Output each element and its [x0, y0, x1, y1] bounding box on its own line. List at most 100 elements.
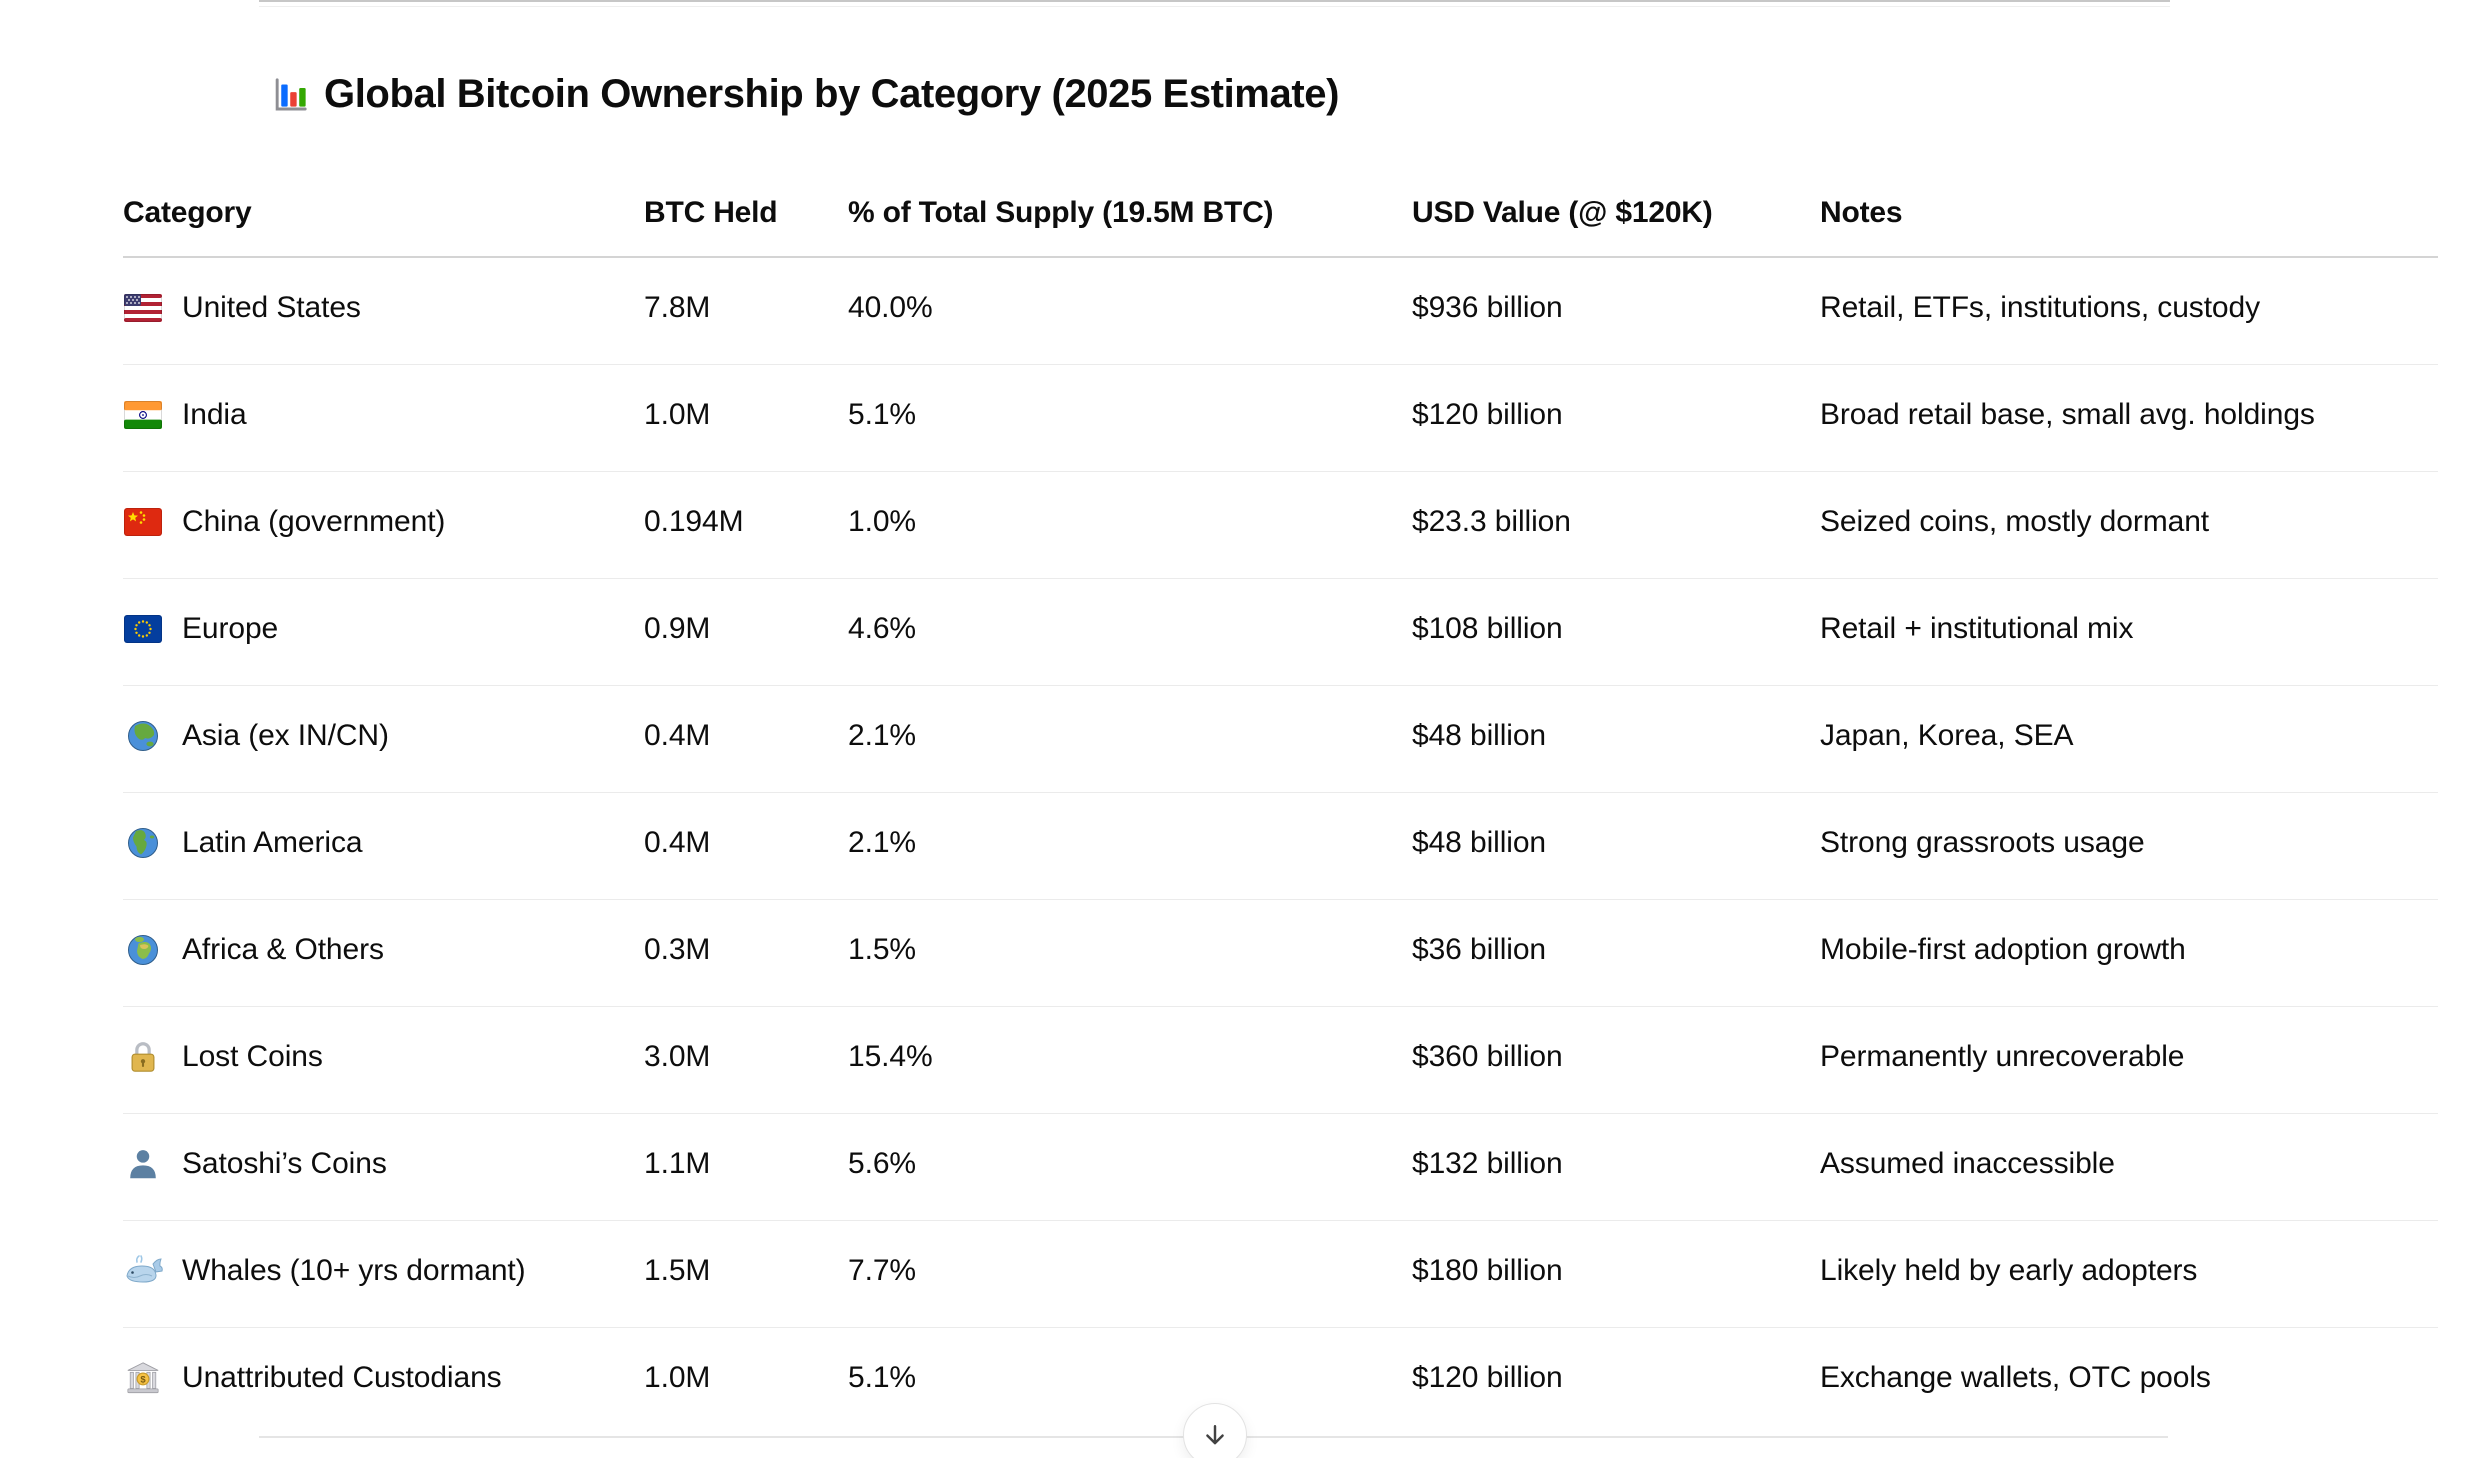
category-cell: Latin America	[123, 792, 644, 900]
table-row: Latin America 0.4M 2.1% $48 billion Stro…	[123, 792, 2438, 900]
page-title: Global Bitcoin Ownership by Category (20…	[269, 72, 1339, 117]
btc-held-cell: 3.0M	[644, 1006, 848, 1114]
table-row: Whales (10+ yrs dormant) 1.5M 7.7% $180 …	[123, 1220, 2438, 1328]
usd-value-cell: $48 billion	[1412, 685, 1820, 793]
table-row: $ Unattributed Custodians 1.0M 5.1% $120…	[123, 1328, 2438, 1435]
pct-supply-cell: 7.7%	[848, 1220, 1412, 1328]
china-flag-icon	[123, 504, 163, 540]
category-label: Africa & Others	[182, 933, 384, 966]
category-cell: Africa & Others	[123, 899, 644, 1007]
category-label: India	[182, 398, 247, 431]
btc-held-cell: 0.194M	[644, 471, 848, 579]
globe-asia-icon	[123, 718, 163, 754]
notes-cell: Retail + institutional mix	[1820, 578, 2438, 686]
globe-africa-icon	[123, 932, 163, 968]
category-cell: Lost Coins	[123, 1006, 644, 1114]
category-cell: Europe	[123, 578, 644, 686]
usd-value-cell: $120 billion	[1412, 1361, 1563, 1394]
svg-text:$: $	[140, 1374, 146, 1385]
usd-value-cell: $23.3 billion	[1412, 471, 1820, 579]
category-label: Satoshi’s Coins	[182, 1147, 387, 1180]
category-label: Asia (ex IN/CN)	[182, 719, 389, 752]
table-row: Europe 0.9M 4.6% $108 billion Retail + i…	[123, 578, 2438, 686]
column-header-btc-held: BTC Held	[644, 170, 848, 258]
column-header-notes: Notes	[1820, 170, 2438, 258]
usd-value-cell: $360 billion	[1412, 1006, 1820, 1114]
category-cell: $ Unattributed Custodians	[123, 1328, 644, 1435]
category-label: Europe	[182, 612, 279, 645]
pct-supply-cell: 5.6%	[848, 1113, 1412, 1221]
notes-cell: Permanently unrecoverable	[1820, 1006, 2438, 1114]
category-cell: United States	[123, 257, 644, 365]
btc-held-cell: 0.9M	[644, 578, 848, 686]
btc-held-cell: 0.4M	[644, 685, 848, 793]
category-label: Unattributed Custodians	[182, 1361, 502, 1394]
category-cell: Whales (10+ yrs dormant)	[123, 1220, 644, 1328]
usd-value-cell: $108 billion	[1412, 578, 1820, 686]
eu-flag-icon	[123, 611, 163, 647]
arrow-down-icon	[1201, 1421, 1229, 1449]
india-flag-icon	[123, 397, 163, 433]
notes-cell: Exchange wallets, OTC pools	[1820, 1361, 2211, 1394]
usd-value-cell: $120 billion	[1412, 364, 1820, 472]
pct-supply-cell: 40.0%	[848, 257, 1412, 365]
category-cell: Asia (ex IN/CN)	[123, 685, 644, 793]
table-row: Lost Coins 3.0M 15.4% $360 billion Perma…	[123, 1006, 2438, 1114]
table-header-row: Category BTC Held % of Total Supply (19.…	[123, 170, 2438, 258]
usd-value-cell: $36 billion	[1412, 899, 1820, 1007]
lock-icon	[123, 1039, 163, 1075]
category-cell: China (government)	[123, 471, 644, 579]
category-label: Whales (10+ yrs dormant)	[182, 1254, 526, 1287]
page-title-text: Global Bitcoin Ownership by Category (20…	[324, 72, 1340, 116]
pct-supply-cell: 5.1%	[848, 1361, 916, 1394]
btc-held-cell: 1.0M	[644, 364, 848, 472]
table-row: United States 7.8M 40.0% $936 billion Re…	[123, 257, 2438, 365]
category-label: China (government)	[182, 505, 446, 538]
whale-icon	[123, 1253, 163, 1289]
pct-supply-cell: 2.1%	[848, 792, 1412, 900]
btc-held-cell: 0.3M	[644, 899, 848, 1007]
pct-supply-cell: 5.1%	[848, 364, 1412, 472]
table-row: India 1.0M 5.1% $120 billion Broad retai…	[123, 364, 2438, 472]
person-bust-icon	[123, 1146, 163, 1182]
pct-supply-cell: 4.6%	[848, 578, 1412, 686]
notes-cell: Mobile-first adoption growth	[1820, 899, 2438, 1007]
category-cell: India	[123, 364, 644, 472]
notes-cell: Assumed inaccessible	[1820, 1113, 2438, 1221]
top-divider-light	[259, 6, 2170, 7]
column-header-pct-supply: % of Total Supply (19.5M BTC)	[848, 170, 1412, 258]
category-label: United States	[182, 291, 361, 324]
btc-held-cell: 1.0M	[644, 1361, 711, 1394]
notes-cell: Retail, ETFs, institutions, custody	[1820, 257, 2438, 365]
us-flag-icon	[123, 290, 163, 326]
globe-americas-icon	[123, 825, 163, 861]
table-row: Africa & Others 0.3M 1.5% $36 billion Mo…	[123, 899, 2438, 1007]
btc-held-cell: 1.5M	[644, 1220, 848, 1328]
usd-value-cell: $180 billion	[1412, 1220, 1820, 1328]
column-header-category: Category	[123, 170, 644, 258]
pct-supply-cell: 2.1%	[848, 685, 1412, 793]
category-label: Latin America	[182, 826, 363, 859]
category-cell: Satoshi’s Coins	[123, 1113, 644, 1221]
bar-chart-icon	[269, 74, 311, 116]
usd-value-cell: $132 billion	[1412, 1113, 1820, 1221]
btc-held-cell: 1.1M	[644, 1113, 848, 1221]
btc-held-cell: 0.4M	[644, 792, 848, 900]
table-row: China (government) 0.194M 1.0% $23.3 bil…	[123, 471, 2438, 579]
usd-value-cell: $936 billion	[1412, 257, 1820, 365]
pct-supply-cell: 1.5%	[848, 899, 1412, 1007]
scroll-to-bottom-button[interactable]	[1183, 1403, 1247, 1458]
top-divider-dark	[259, 0, 2170, 2]
notes-cell: Seized coins, mostly dormant	[1820, 471, 2438, 579]
pct-supply-cell: 1.0%	[848, 471, 1412, 579]
column-header-usd-value: USD Value (@ $120K)	[1412, 170, 1820, 258]
category-label: Lost Coins	[182, 1040, 323, 1073]
pct-supply-cell: 15.4%	[848, 1006, 1412, 1114]
usd-value-cell: $48 billion	[1412, 792, 1820, 900]
notes-cell: Broad retail base, small avg. holdings	[1820, 364, 2438, 472]
btc-held-cell: 7.8M	[644, 257, 848, 365]
notes-cell: Likely held by early adopters	[1820, 1220, 2438, 1328]
notes-cell: Japan, Korea, SEA	[1820, 685, 2438, 793]
table-row: Satoshi’s Coins 1.1M 5.6% $132 billion A…	[123, 1113, 2438, 1221]
